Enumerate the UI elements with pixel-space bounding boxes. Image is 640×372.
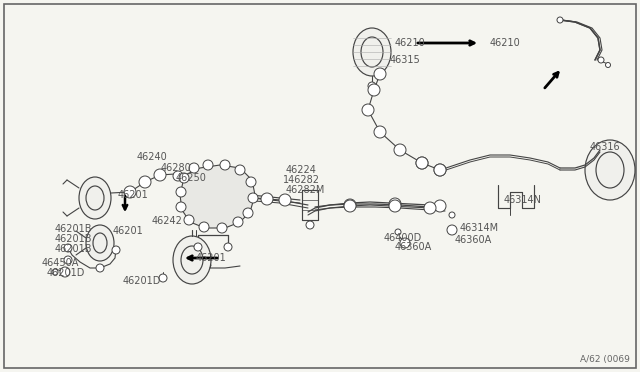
- Ellipse shape: [86, 186, 104, 210]
- Circle shape: [194, 243, 202, 251]
- Ellipse shape: [181, 246, 203, 274]
- Circle shape: [233, 217, 243, 227]
- Circle shape: [306, 221, 314, 229]
- Text: 46360A: 46360A: [455, 235, 492, 245]
- Circle shape: [362, 104, 374, 116]
- Circle shape: [434, 200, 446, 212]
- Circle shape: [449, 212, 455, 218]
- Circle shape: [395, 229, 401, 235]
- Ellipse shape: [79, 177, 111, 219]
- Ellipse shape: [353, 28, 391, 76]
- Circle shape: [184, 215, 194, 225]
- Circle shape: [344, 199, 356, 211]
- Circle shape: [368, 84, 380, 96]
- Text: 46224: 46224: [286, 165, 317, 175]
- Circle shape: [203, 160, 213, 170]
- Circle shape: [96, 264, 104, 272]
- Text: 46280: 46280: [161, 163, 192, 173]
- Circle shape: [557, 17, 563, 23]
- Circle shape: [368, 82, 376, 90]
- Text: 46316: 46316: [590, 142, 621, 152]
- Text: 46242: 46242: [152, 216, 183, 226]
- Circle shape: [598, 57, 604, 63]
- Circle shape: [159, 274, 167, 282]
- Circle shape: [374, 68, 386, 80]
- Circle shape: [246, 177, 256, 187]
- Circle shape: [220, 160, 230, 170]
- Text: 46201D: 46201D: [123, 276, 161, 286]
- Circle shape: [389, 200, 401, 212]
- Circle shape: [60, 267, 70, 277]
- Circle shape: [243, 208, 253, 218]
- Circle shape: [173, 171, 183, 181]
- Circle shape: [344, 200, 356, 212]
- Circle shape: [52, 269, 58, 275]
- Ellipse shape: [86, 225, 114, 261]
- Text: 46450A: 46450A: [42, 258, 79, 268]
- Text: 46201: 46201: [118, 190, 148, 200]
- Circle shape: [189, 163, 199, 173]
- Text: 46201B: 46201B: [55, 234, 93, 244]
- Circle shape: [400, 238, 410, 248]
- Circle shape: [199, 222, 209, 232]
- Circle shape: [389, 198, 401, 210]
- Text: 46201B: 46201B: [55, 224, 93, 234]
- Circle shape: [217, 223, 227, 233]
- Circle shape: [176, 202, 186, 212]
- Text: 46400D: 46400D: [384, 233, 422, 243]
- Circle shape: [112, 246, 120, 254]
- Ellipse shape: [361, 37, 383, 67]
- Circle shape: [224, 243, 232, 251]
- Text: 46210: 46210: [490, 38, 521, 48]
- Text: 46240: 46240: [137, 152, 168, 162]
- Circle shape: [154, 169, 166, 181]
- Circle shape: [64, 244, 72, 252]
- Circle shape: [434, 164, 446, 176]
- Circle shape: [261, 193, 273, 205]
- Text: 46315: 46315: [390, 55, 420, 65]
- Polygon shape: [180, 165, 255, 228]
- Ellipse shape: [93, 233, 107, 253]
- Ellipse shape: [585, 140, 635, 200]
- Circle shape: [416, 157, 428, 169]
- Circle shape: [605, 62, 611, 67]
- Circle shape: [374, 126, 386, 138]
- Circle shape: [124, 186, 136, 198]
- Text: 146282: 146282: [283, 175, 320, 185]
- Text: 46201B: 46201B: [55, 244, 93, 254]
- Circle shape: [279, 194, 291, 206]
- Circle shape: [447, 225, 457, 235]
- Circle shape: [139, 176, 151, 188]
- Circle shape: [416, 157, 428, 169]
- Circle shape: [235, 165, 245, 175]
- Text: 46201: 46201: [196, 253, 227, 263]
- Circle shape: [248, 193, 258, 203]
- Circle shape: [176, 187, 186, 197]
- Circle shape: [394, 144, 406, 156]
- Text: 46201D: 46201D: [47, 268, 85, 278]
- Text: 46314M: 46314M: [460, 223, 499, 233]
- Ellipse shape: [173, 236, 211, 284]
- Text: A/62 (0069: A/62 (0069: [580, 355, 630, 364]
- Text: 46210: 46210: [395, 38, 426, 48]
- Circle shape: [424, 202, 436, 214]
- Text: 46250: 46250: [176, 173, 207, 183]
- Text: 46360A: 46360A: [395, 242, 432, 252]
- Circle shape: [179, 173, 189, 183]
- Text: 46314N: 46314N: [504, 195, 542, 205]
- Circle shape: [434, 164, 446, 176]
- Text: 46201: 46201: [113, 226, 144, 236]
- Ellipse shape: [596, 152, 624, 188]
- Circle shape: [64, 256, 72, 264]
- Text: 46282M: 46282M: [286, 185, 325, 195]
